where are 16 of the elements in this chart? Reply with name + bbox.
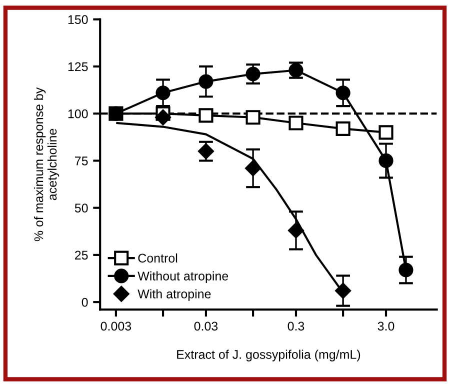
legend-label: Without atropine [138,271,228,283]
legend-label: With atropine [138,289,211,301]
y-tick-label: 150 [68,15,88,24]
y-tick-label: 0 [82,298,88,307]
x-tick-label: 3.0 [378,322,394,331]
y-tick-label: 75 [75,156,88,166]
x-tick-label: 0.03 [194,322,218,331]
x-axis-title: Extract of J. gossypifolia (mg/mL) [177,350,360,362]
legend-label: Control [138,253,178,263]
y-tick-label: 100 [68,109,88,118]
x-tick-label: 0.003 [100,322,132,331]
x-tick-label: 0.3 [288,322,304,331]
y-tick-label: 25 [75,250,88,260]
y-tick-label: 125 [68,62,88,72]
y-axis-title: % of maximum response by acetylcholine [34,87,60,242]
y-tick-label: 50 [74,204,88,212]
